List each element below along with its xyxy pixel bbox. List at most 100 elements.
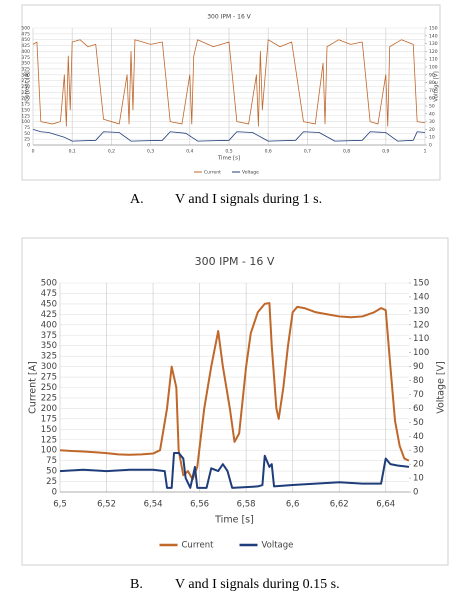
series-line [59, 451, 410, 489]
x-tick-label: 0,6 [265, 149, 272, 155]
y2-tick-label: 40 [429, 111, 435, 117]
y-tick-label: 475 [21, 31, 30, 37]
y-tick-label: 175 [41, 414, 57, 424]
y2-tick-label: 120 [413, 320, 429, 330]
y-tick-label: 375 [41, 331, 57, 341]
x-tick-label: 0,5 [225, 149, 232, 155]
y-tick-label: 50 [46, 467, 57, 477]
y-tick-label: 325 [41, 352, 57, 362]
x-tick-label: 6,62 [330, 500, 349, 510]
y-tick-label: 350 [21, 61, 30, 67]
x-tick-label: 6,6 [286, 500, 300, 510]
legend-label: Current [182, 541, 215, 551]
series-line [32, 39, 426, 127]
legend-label: Current [204, 170, 221, 176]
y2-tick-label: 110 [413, 334, 429, 344]
y-tick-label: 0 [52, 488, 57, 498]
x-tick-label: 0,2 [108, 149, 115, 155]
y2-tick-label: 110 [429, 57, 438, 63]
series-line [59, 302, 410, 481]
x-tick-label: 6,56 [190, 500, 209, 510]
caption-label: B. [130, 577, 143, 592]
y2-tick-label: 10 [429, 135, 435, 141]
y-axis-title: Current [A] [28, 361, 39, 414]
y2-tick-label: 90 [429, 72, 435, 78]
y-tick-label: 100 [21, 119, 30, 125]
y2-tick-label: 80 [413, 376, 424, 386]
y-tick-label: 475 [41, 289, 57, 299]
y2-tick-label: 150 [413, 279, 429, 289]
y-tick-label: 500 [21, 26, 30, 32]
y2-tick-label: 140 [429, 33, 438, 39]
y-tick-label: 425 [21, 43, 30, 49]
y2-tick-label: 130 [413, 306, 429, 316]
y-tick-label: 225 [21, 90, 30, 96]
y-tick-label: 175 [21, 102, 30, 108]
x-tick-label: 0 [32, 149, 35, 155]
x-tick-label: 0,3 [147, 149, 154, 155]
chart-title: 300 IPM - 16 V [195, 255, 275, 268]
y-tick-label: 200 [21, 96, 30, 102]
y-tick-label: 200 [41, 404, 57, 414]
y-tick-label: 425 [41, 310, 57, 320]
y-tick-label: 50 [24, 131, 30, 137]
y2-tick-label: 10 [413, 474, 424, 484]
y-tick-label: 400 [41, 320, 57, 330]
y-tick-label: 275 [21, 78, 30, 84]
y2-tick-label: 70 [429, 88, 435, 94]
y2-tick-label: 130 [429, 41, 438, 47]
y2-tick-label: 30 [413, 446, 424, 456]
x-tick-label: 0,7 [304, 149, 311, 155]
y-tick-label: 350 [41, 341, 57, 351]
series-line [32, 129, 426, 142]
legend-label: Voltage [242, 170, 259, 176]
y-tick-label: 500 [41, 279, 57, 289]
y-tick-label: 75 [46, 456, 57, 466]
y2-tick-label: 60 [429, 96, 435, 102]
caption-label: A. [130, 192, 144, 207]
y-tick-label: 125 [21, 113, 30, 119]
y2-tick-label: 0 [413, 488, 418, 498]
y2-tick-label: 140 [413, 292, 429, 302]
x-tick-label: 6,64 [376, 500, 395, 510]
y-axis-title: Current [A] [25, 71, 31, 101]
x-tick-label: 0,4 [186, 149, 193, 155]
x-tick-label: 6,5 [53, 500, 67, 510]
x-tick-label: 6,58 [237, 500, 256, 510]
y-tick-label: 100 [41, 446, 57, 456]
y2-tick-label: 50 [429, 104, 435, 110]
legend-label: Voltage [262, 541, 294, 551]
y-tick-label: 25 [24, 137, 30, 143]
y2-tick-label: 60 [413, 404, 424, 414]
y2-tick-label: 30 [429, 119, 435, 125]
caption: V and I signals during 0.15 s. [175, 577, 340, 592]
x-tick-label: 1 [424, 149, 427, 155]
x-tick-label: 0,8 [343, 149, 350, 155]
y-tick-label: 325 [21, 66, 30, 72]
y-tick-label: 75 [24, 125, 30, 131]
y2-tick-label: 50 [413, 418, 424, 428]
y-tick-label: 300 [21, 72, 30, 78]
y2-tick-label: 0 [429, 143, 432, 149]
y-tick-label: 450 [21, 37, 30, 43]
y-tick-label: 450 [41, 299, 57, 309]
y-tick-label: 150 [41, 425, 57, 435]
y2-tick-label: 150 [429, 26, 438, 32]
x-axis-title: Time [s] [214, 515, 254, 526]
y2-tick-label: 120 [429, 49, 438, 55]
y2-tick-label: 70 [413, 390, 424, 400]
y-tick-label: 125 [41, 435, 57, 445]
y-tick-label: 150 [21, 107, 30, 113]
y2-tick-label: 20 [413, 460, 424, 470]
caption: V and I signals during 1 s. [175, 192, 322, 207]
y2-tick-label: 100 [413, 348, 429, 358]
y2-tick-label: 100 [429, 65, 438, 71]
y-tick-label: 400 [21, 49, 30, 55]
chart-frame [21, 237, 449, 566]
y-tick-label: 250 [41, 383, 57, 393]
y-tick-label: 0 [27, 143, 30, 149]
x-axis-title: Time [s] [217, 156, 240, 162]
y2-tick-label: 20 [429, 127, 435, 133]
y2-tick-label: 40 [413, 432, 424, 442]
